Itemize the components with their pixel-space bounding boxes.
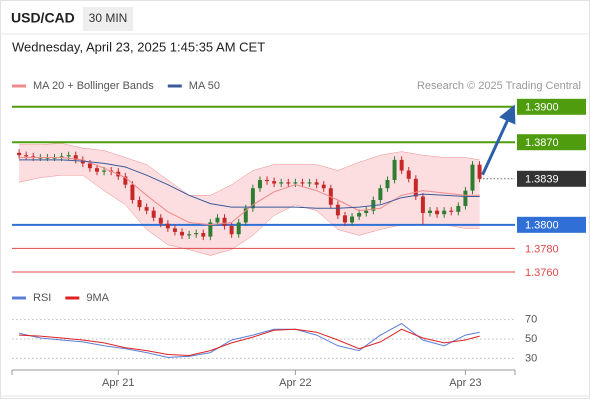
candle-body [463,190,468,206]
candle-body [300,182,305,184]
candle-body [201,233,206,237]
legend-label: 9MA [86,292,109,304]
candle-body [95,168,100,172]
candle-body [130,184,135,201]
indicator-line [19,328,480,357]
candle-body [137,200,142,208]
candle-body [180,231,185,236]
candle-body [286,182,291,184]
indicator-line [18,322,480,358]
candle-body [24,155,29,157]
candle-body [87,163,92,169]
level-box [517,170,586,187]
candle-body [449,210,454,212]
candle-body [399,159,404,171]
candle-body [321,184,326,189]
candle-body [172,228,177,232]
x-tick-label: Apr 21 [102,377,134,389]
candle-body [427,210,432,214]
level-box [517,134,586,151]
candle-body [73,155,78,160]
candle-body [222,217,227,226]
candle-body [314,182,319,185]
candle-body [151,210,156,218]
candle-body [392,159,397,180]
candle-body [66,155,71,157]
candle-body [38,157,43,159]
candle-body [236,222,241,235]
x-tick-label: Apr 23 [449,377,481,389]
candle-body [406,170,411,179]
interval-box [83,7,133,31]
candle-body [194,233,199,235]
candle-body [208,222,213,237]
level-box [517,216,586,233]
legend-label: MA 50 [189,80,220,92]
candle-body [357,213,362,217]
candle-body [144,207,149,211]
candle-body [102,170,107,172]
candle-body [342,215,347,223]
x-tick-label: Apr 22 [279,377,311,389]
legend-label: RSI [33,292,51,304]
level-label: 1.3780 [525,243,559,255]
level-label: 1.3870 [525,137,559,149]
candle-body [307,182,312,184]
candle-body [45,157,50,159]
moving-average [19,157,480,226]
y-tick-label: 30 [525,352,537,364]
candle-body [80,159,85,164]
candle-body [420,196,425,214]
candle-body [435,210,440,215]
legend-label: MA 20 + Bollinger Bands [33,80,154,92]
y-tick-label: 50 [525,333,537,345]
candle-body [123,176,128,185]
candle-body [215,217,220,223]
level-label: 1.3900 [525,102,559,114]
candle-body [456,205,461,212]
candle-body [265,179,270,182]
candle-body [257,179,262,189]
candle-body [413,178,418,197]
candle-body [385,179,390,189]
candle-body [165,223,170,229]
candle-body [31,156,36,158]
symbol: USD/CAD [11,10,75,26]
candle-body [279,182,284,184]
candle-body [158,217,163,224]
candle-body [250,188,255,209]
timestamp: Wednesday, April 23, 2025 1:45:35 AM CET [12,39,265,54]
band-upper [19,143,480,196]
candle-body [350,216,355,223]
candle-body [17,152,22,156]
interval: 30 MIN [89,11,128,25]
candle-body [229,225,234,235]
candle-body [52,157,57,159]
candle-body [335,204,340,216]
candle-body [243,208,248,223]
candle-body [442,210,447,215]
candle-body [293,182,298,184]
level-label: 1.3839 [525,174,559,186]
candle-body [364,210,369,214]
source: Research © 2025 Trading Central [417,80,581,92]
candle-body [59,156,64,158]
candle-body [272,181,277,184]
candle-body [477,164,482,179]
target-arrow [481,104,516,176]
candle-body [470,164,475,191]
level-box [517,98,586,115]
candle-body [187,234,192,236]
y-tick-label: 70 [525,314,537,326]
level-label: 1.3800 [525,220,559,232]
moving-average [19,159,480,209]
level-label: 1.3760 [525,267,559,279]
candle-body [378,188,383,201]
bollinger-band [19,143,480,256]
